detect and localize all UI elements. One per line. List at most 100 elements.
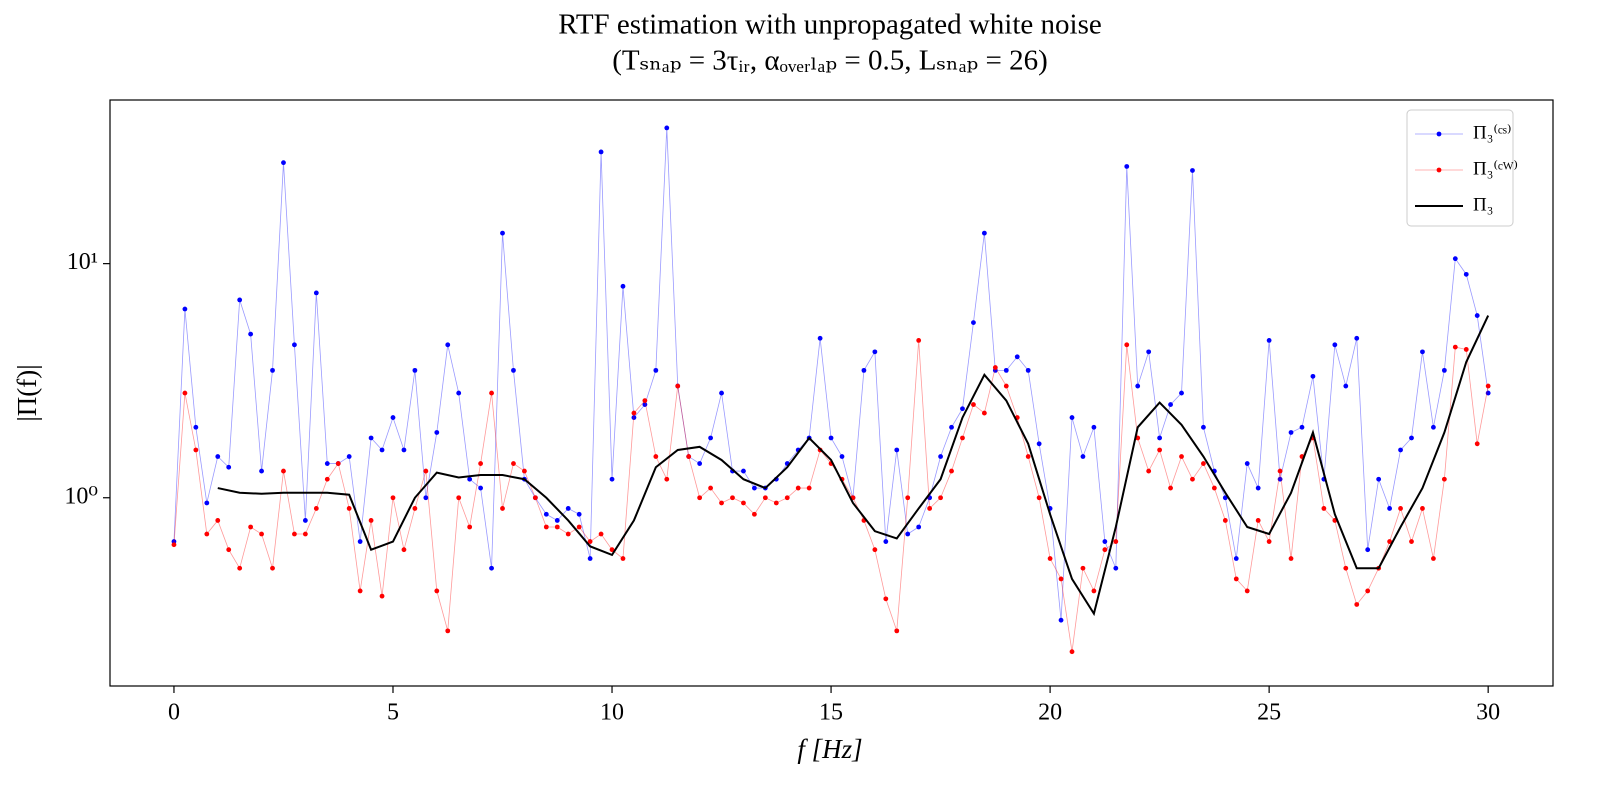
data-point [1091, 424, 1097, 430]
data-point [708, 485, 713, 491]
data-point [741, 500, 746, 506]
data-point [1124, 342, 1130, 348]
data-point [697, 495, 703, 501]
data-point [412, 506, 418, 511]
data-point [1387, 506, 1393, 511]
data-point [565, 506, 571, 511]
data-point [1146, 349, 1152, 355]
data-point [1233, 576, 1239, 582]
data-point [1025, 454, 1031, 459]
data-point [237, 297, 243, 303]
data-point [883, 539, 889, 544]
data-point [1474, 441, 1480, 447]
data-point [1266, 539, 1272, 544]
data-point [817, 335, 823, 341]
data-point [1485, 383, 1491, 389]
data-point [1036, 495, 1042, 501]
data-point [1080, 454, 1086, 459]
data-point [1058, 576, 1064, 582]
data-point [1321, 506, 1327, 511]
data-point [905, 495, 911, 501]
data-point [883, 596, 889, 602]
data-point [346, 506, 352, 511]
data-point [1244, 588, 1250, 594]
data-point [1354, 602, 1360, 607]
data-point [1113, 565, 1119, 571]
data-point [302, 518, 308, 523]
data-point [412, 367, 418, 373]
data-point [324, 461, 330, 466]
data-point [445, 342, 451, 348]
data-point [1420, 506, 1425, 511]
data-point [587, 556, 593, 561]
data-point [423, 468, 429, 474]
data-point [751, 485, 757, 491]
data-point [664, 476, 670, 482]
data-point [916, 524, 922, 530]
data-point [653, 367, 659, 373]
data-point [1463, 347, 1469, 352]
legend-label: Π₃⁽ᶜᵂ⁾ [1473, 158, 1518, 179]
data-point [1365, 547, 1371, 553]
data-point [642, 398, 648, 403]
data-point [489, 565, 494, 571]
data-point [1222, 518, 1228, 523]
data-point [1299, 424, 1305, 430]
x-tick-label: 15 [819, 700, 843, 726]
data-point [565, 531, 571, 537]
data-point [346, 454, 352, 459]
data-point [872, 349, 878, 355]
data-point [324, 476, 330, 482]
data-point [193, 424, 199, 430]
data-point [1003, 367, 1009, 373]
data-point [270, 367, 275, 373]
data-point [938, 495, 943, 501]
data-point [554, 518, 560, 523]
chart-title: RTF estimation with unpropagated white n… [558, 9, 1102, 41]
data-point [259, 531, 264, 537]
data-point [1343, 383, 1349, 389]
data-point [335, 461, 341, 466]
x-tick-label: 20 [1038, 700, 1062, 726]
data-point [1047, 556, 1053, 561]
data-point [642, 402, 648, 407]
legend-label: Π₃ [1473, 194, 1493, 215]
data-point [1025, 367, 1031, 373]
data-point [981, 230, 987, 236]
data-point [511, 461, 516, 466]
data-point [1255, 518, 1261, 523]
data-point [204, 500, 210, 506]
series-line [173, 127, 1489, 621]
data-point [434, 430, 440, 435]
x-tick-label: 25 [1257, 700, 1281, 726]
data-point [894, 447, 900, 453]
data-point [1277, 476, 1283, 482]
data-point [1233, 556, 1239, 561]
data-point [1168, 402, 1173, 407]
data-point [1452, 256, 1458, 262]
data-point [609, 476, 615, 482]
data-point [1387, 539, 1393, 544]
data-point [1003, 383, 1009, 389]
data-point [938, 454, 943, 459]
data-point [1288, 556, 1294, 561]
data-point [1211, 485, 1217, 491]
data-point [719, 390, 724, 396]
data-point [379, 447, 385, 453]
data-point [215, 454, 221, 459]
data-point [1080, 565, 1086, 571]
data-point [1409, 539, 1414, 544]
data-point [1069, 649, 1075, 655]
data-point [390, 495, 396, 501]
data-point [543, 511, 549, 517]
data-point [1146, 468, 1152, 474]
data-point [1201, 424, 1206, 430]
data-point [949, 468, 954, 474]
data-point [872, 547, 878, 553]
y-axis-label: |Π(f)| [12, 364, 42, 421]
data-point [456, 390, 462, 396]
data-point [697, 461, 703, 466]
data-point [467, 524, 473, 530]
data-point [686, 454, 692, 459]
data-point [1014, 354, 1020, 360]
